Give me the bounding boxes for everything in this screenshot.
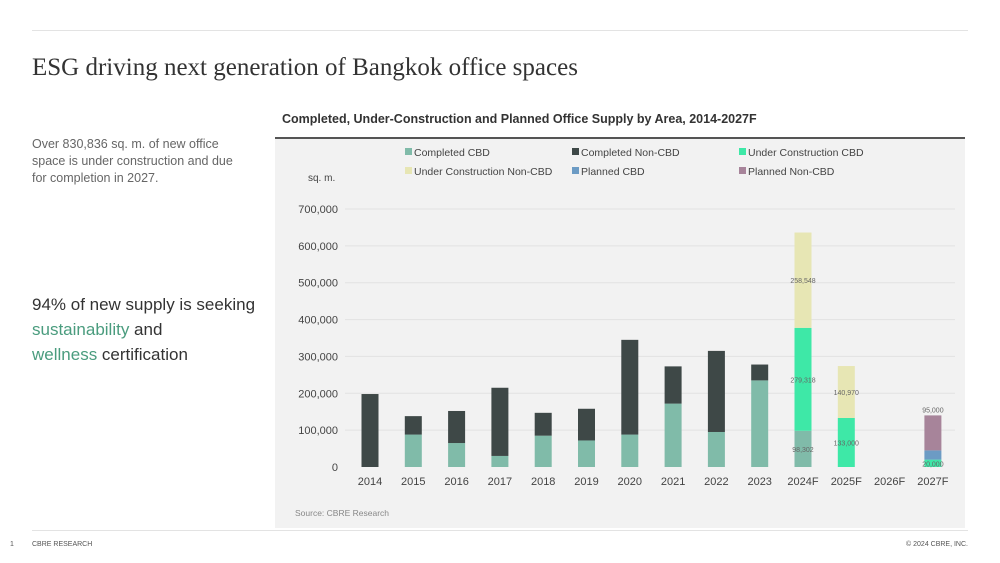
footer-right: © 2024 CBRE, INC. <box>906 541 968 548</box>
bar-segment <box>491 387 509 456</box>
page-number: 1 <box>10 541 14 548</box>
bar-segment <box>924 459 942 467</box>
legend-label: Planned CBD <box>581 166 645 178</box>
headline-part: 94% of new supply is seeking <box>32 295 256 314</box>
data-label: 20,000 <box>922 461 944 468</box>
x-tick-label: 2020 <box>618 476 642 488</box>
headline: 94% of new supply is seeking sustainabil… <box>32 292 272 367</box>
bar-segment <box>578 440 595 467</box>
y-tick-label: 100,000 <box>298 425 338 437</box>
x-tick-label: 2019 <box>574 476 598 488</box>
bar-segment <box>404 416 422 435</box>
bar-segment <box>361 394 379 467</box>
data-label: 140,970 <box>834 390 859 397</box>
bar-segment <box>491 455 509 467</box>
bar-segment <box>794 430 812 467</box>
x-tick-label: 2015 <box>401 476 425 488</box>
legend-swatch <box>739 148 746 155</box>
legend-label: Planned Non-CBD <box>748 166 835 178</box>
y-tick-label: 200,000 <box>298 388 338 400</box>
data-label: 258,548 <box>790 278 815 285</box>
y-tick-label: 0 <box>332 462 338 474</box>
x-tick-label: 2025F <box>831 476 862 488</box>
legend-swatch <box>405 167 412 174</box>
legend-swatch <box>572 167 579 174</box>
x-tick-label: 2023 <box>747 476 771 488</box>
x-tick-label: 2022 <box>704 476 728 488</box>
legend-label: Under Construction Non-CBD <box>414 166 553 178</box>
bar-segment <box>924 415 942 451</box>
bar-segment <box>794 327 812 431</box>
y-axis-label: sq. m. <box>308 173 335 184</box>
bar-segment <box>664 366 682 404</box>
bar-segment <box>448 410 466 444</box>
top-divider <box>32 30 968 31</box>
headline-part: and <box>129 320 163 339</box>
x-tick-label: 2026F <box>874 476 905 488</box>
legend-swatch <box>739 167 746 174</box>
x-tick-label: 2016 <box>444 476 468 488</box>
source-note: Source: CBRE Research <box>295 508 389 518</box>
y-tick-label: 600,000 <box>298 241 338 253</box>
page-title: ESG driving next generation of Bangkok o… <box>32 54 578 81</box>
legend-label: Under Construction CBD <box>748 147 864 159</box>
x-tick-label: 2014 <box>358 476 382 488</box>
bar-segment <box>578 408 595 441</box>
bar-segment <box>837 417 855 467</box>
data-label: 133,000 <box>834 440 859 447</box>
bar-segment <box>707 350 725 432</box>
headline-highlight: wellness <box>32 345 98 364</box>
data-label: 98,302 <box>792 447 814 454</box>
chart-panel: 0 100,000 200,000 300,000 400,000 500,000 600,… <box>275 137 965 528</box>
stacked-bar-chart: 0 100,000 200,000 300,000 400,000 500,000 600,… <box>295 147 955 518</box>
bar-segment <box>534 435 552 467</box>
bar-segment <box>621 434 639 467</box>
x-tick-label: 2027F <box>917 476 948 488</box>
intro-text: Over 830,836 sq. m. of new office space … <box>32 137 233 185</box>
bar-segment <box>621 339 639 435</box>
x-tick-label: 2021 <box>661 476 685 488</box>
bar-segment <box>751 364 769 381</box>
bar-segment <box>707 431 725 467</box>
headline-highlight: sustainability <box>32 320 130 339</box>
x-tick-label: 2017 <box>488 476 512 488</box>
y-tick-label: 300,000 <box>298 351 338 363</box>
x-tick-label: 2018 <box>531 476 555 488</box>
bar-segment <box>751 380 769 467</box>
bar-segment <box>664 403 682 467</box>
legend-label: Completed CBD <box>414 147 490 159</box>
data-label: 279,318 <box>790 377 815 384</box>
bottom-divider <box>32 530 968 531</box>
y-tick-label: 700,000 <box>298 204 338 216</box>
bar-segment <box>794 232 812 328</box>
y-tick-label: 500,000 <box>298 278 338 290</box>
legend-label: Completed Non-CBD <box>581 147 680 159</box>
bar-segment <box>837 366 855 418</box>
footer-left: CBRE RESEARCH <box>32 541 93 548</box>
bar-segment <box>404 434 422 467</box>
x-tick-label: 2024F <box>787 476 818 488</box>
bar-segment <box>448 443 466 467</box>
chart-title: Completed, Under-Construction and Planne… <box>282 112 757 126</box>
bar-segment <box>534 412 552 436</box>
y-tick-label: 400,000 <box>298 315 338 327</box>
legend-swatch <box>572 148 579 155</box>
data-label: 95,000 <box>922 407 944 414</box>
headline-part: certification <box>97 345 188 364</box>
bar-segment <box>924 450 942 460</box>
legend-swatch <box>405 148 412 155</box>
